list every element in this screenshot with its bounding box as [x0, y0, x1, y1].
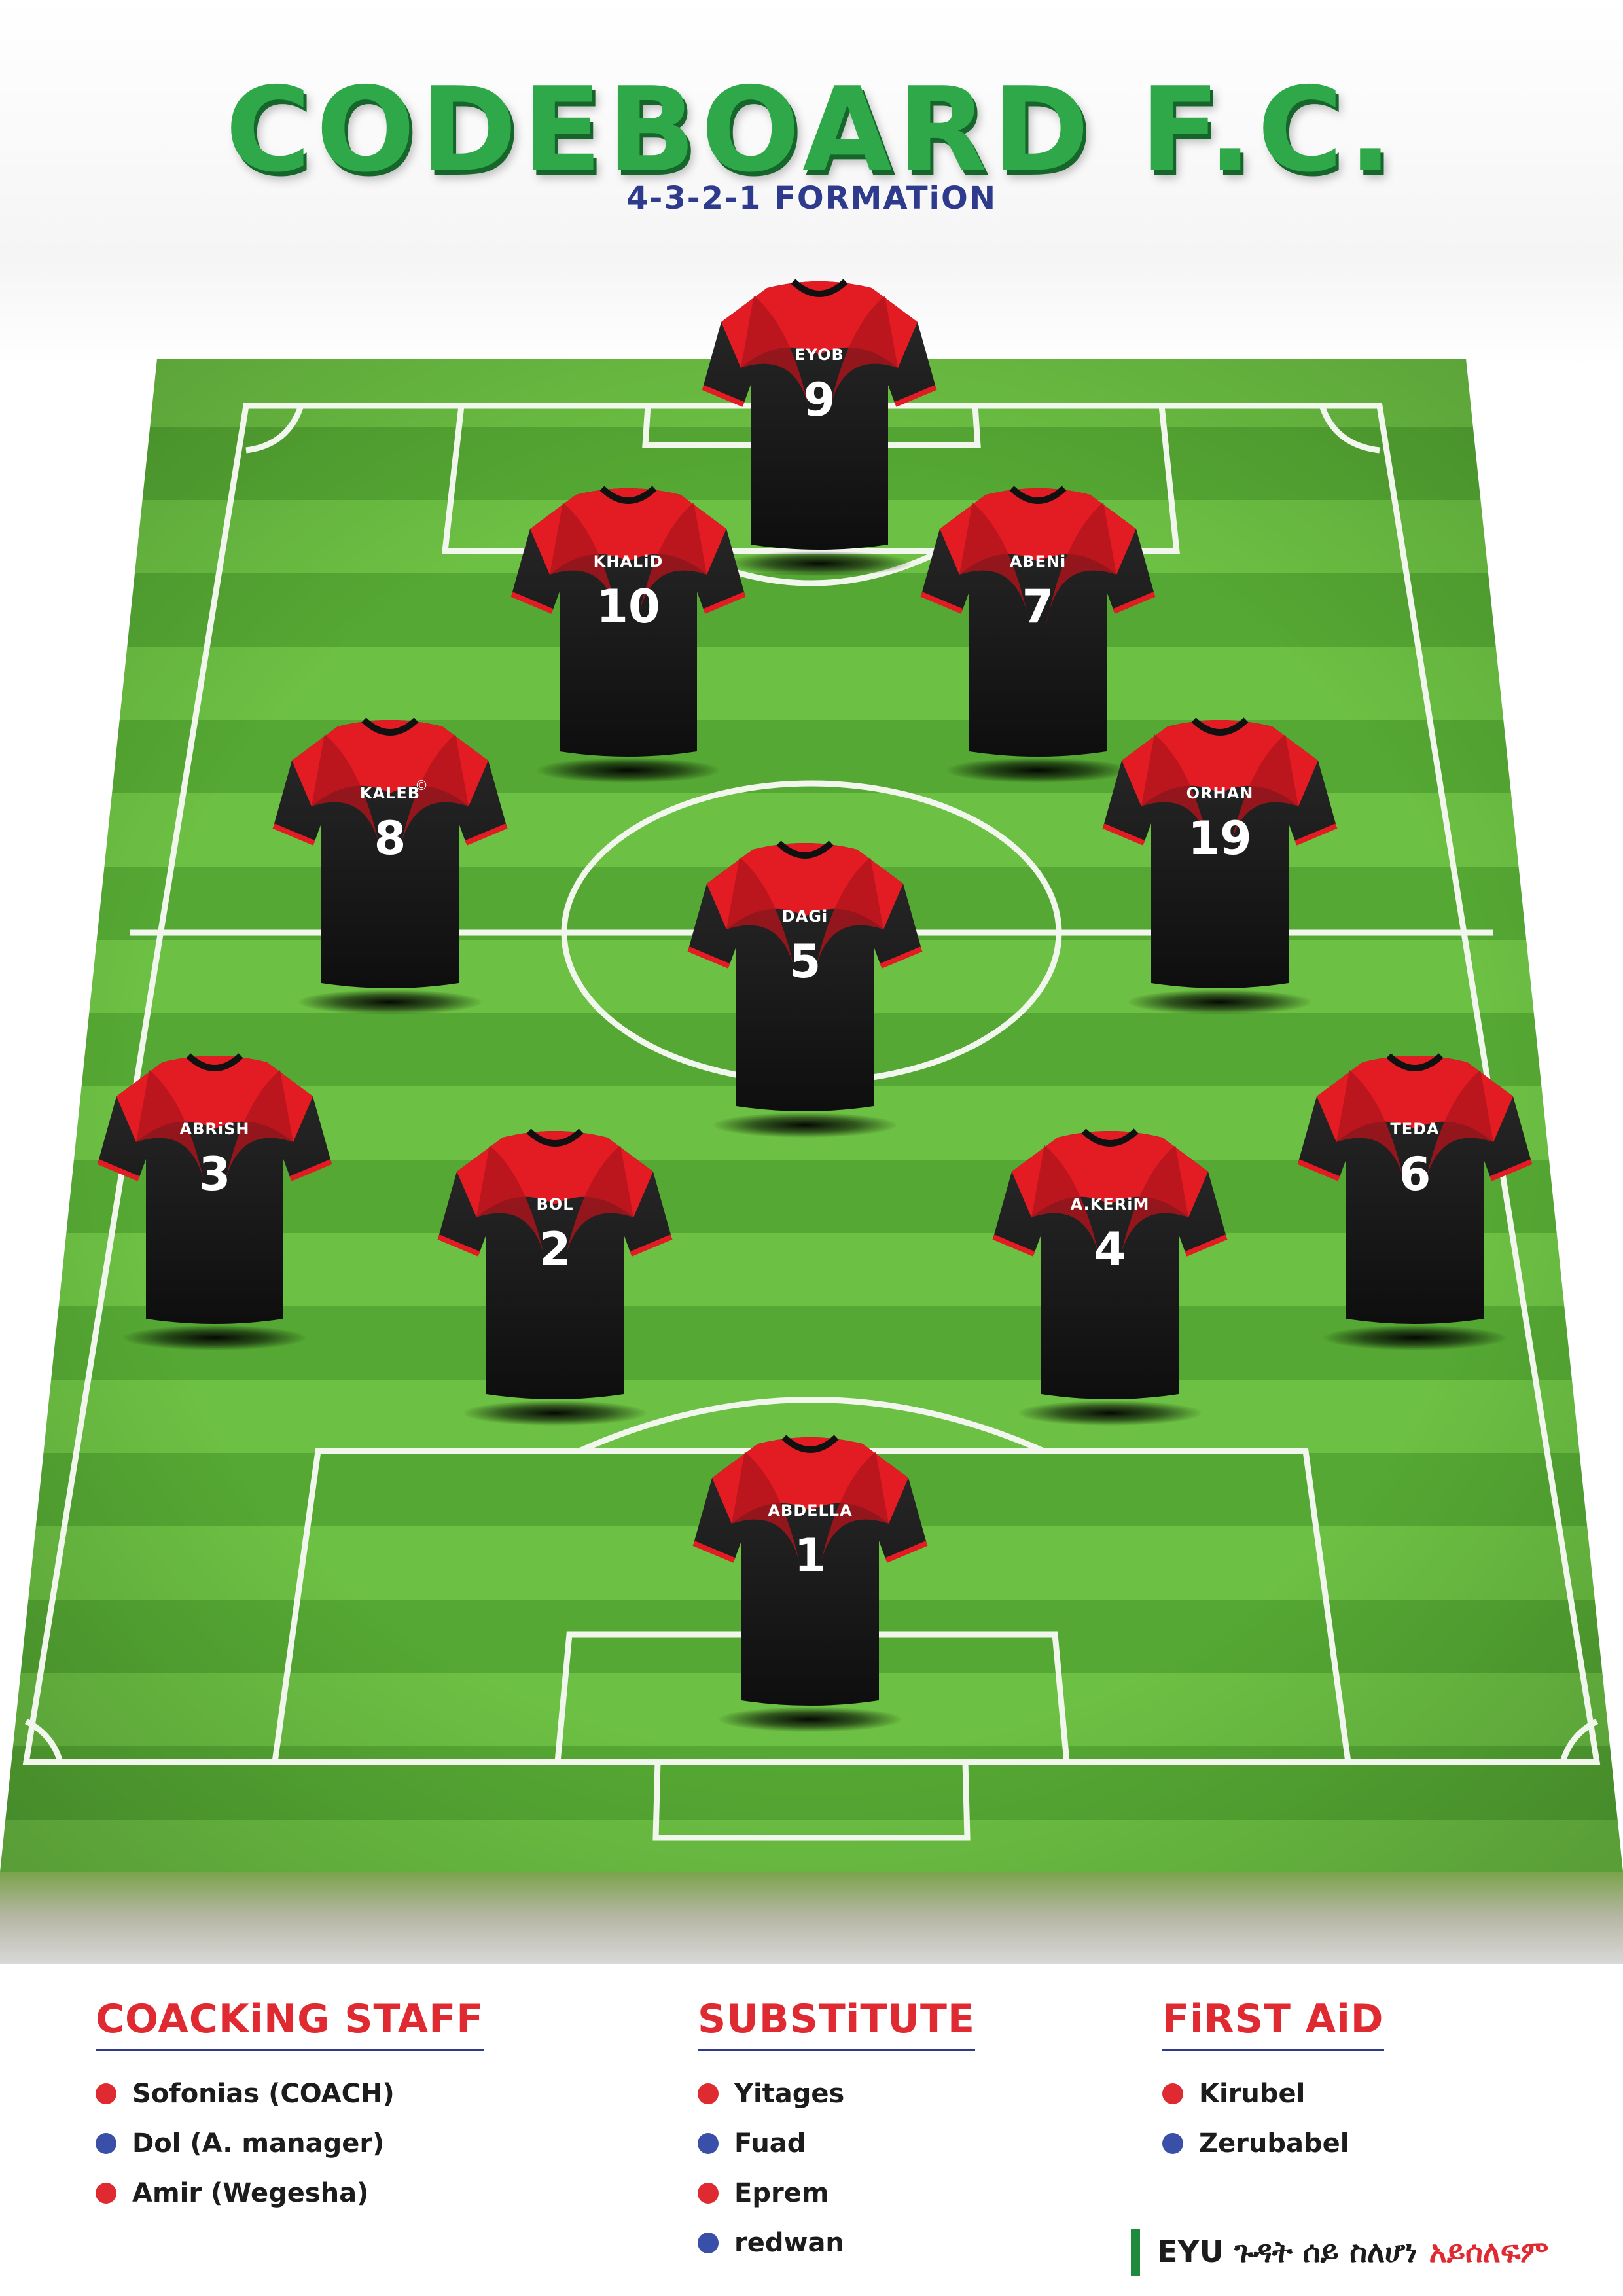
player-name: TEDA [1390, 1120, 1440, 1138]
list-item: Kirubel [1162, 2069, 1384, 2119]
list-item: Yitages [698, 2069, 975, 2119]
player-jersey: DAGi 5 [687, 831, 923, 1138]
player-jersey: A.KERiM 4 [992, 1119, 1228, 1426]
jersey-icon [687, 840, 923, 1111]
player-shadow [728, 551, 911, 576]
substitute-list: Yitages Fuad Eprem redwan [698, 2069, 975, 2268]
team-title: CODEBOARD F.C. [225, 62, 1398, 198]
first-aid-list: Kirubel Zerubabel [1162, 2069, 1384, 2168]
substitute-section: SUBSTiTUTE Yitages Fuad Eprem redwan [698, 1996, 975, 2268]
player-shadow [537, 758, 720, 783]
player-shadow [123, 1325, 306, 1350]
player-name: KHALiD [593, 552, 664, 571]
formation-subtitle: 4-3-2-1 FORMATiON [626, 180, 997, 217]
player-jersey: ABENi 7 [920, 476, 1156, 783]
player-name: BOL [536, 1195, 574, 1213]
jersey-icon [97, 1053, 332, 1324]
player-name: ORHAN [1186, 784, 1254, 802]
red-dot-icon [698, 2083, 719, 2104]
player-number: 8 [374, 812, 406, 865]
player-shadow [463, 1401, 647, 1426]
player-shadow [719, 1707, 902, 1732]
jersey-icon [992, 1128, 1228, 1399]
captain-mark-icon: © [415, 778, 428, 793]
player-shadow [1018, 1401, 1202, 1426]
player-shadow [713, 1113, 897, 1138]
first-aid-section: FiRST AiD Kirubel Zerubabel [1162, 1996, 1384, 2168]
blue-dot-icon [698, 2233, 719, 2253]
list-item: redwan [698, 2218, 975, 2268]
player-jersey: ORHAN 19 [1102, 708, 1338, 1014]
player-shadow [298, 990, 482, 1014]
player-name: DAGi [781, 907, 829, 925]
player-shadow [1323, 1325, 1507, 1350]
jersey-icon [702, 279, 937, 550]
list-item: Fuad [698, 2119, 975, 2168]
jersey-icon [1102, 717, 1338, 988]
coaching-staff-title: COACKiNG STAFF [96, 1996, 484, 2051]
player-shadow [1128, 990, 1311, 1014]
footer-note-highlight: አይሰለፍም [1429, 2234, 1549, 2269]
player-shadow [946, 758, 1130, 783]
player-number: 2 [539, 1223, 571, 1276]
red-dot-icon [96, 2183, 116, 2204]
player-number: 3 [198, 1147, 231, 1201]
red-dot-icon [698, 2183, 719, 2204]
player-name: ABENi [1009, 552, 1067, 571]
blue-dot-icon [1162, 2133, 1183, 2154]
list-item: Sofonias (COACH) [96, 2069, 484, 2119]
coaching-staff-section: COACKiNG STAFF Sofonias (COACH) Dol (A. … [96, 1996, 484, 2218]
jersey-icon [272, 717, 508, 988]
player-jersey: EYOB 9 [702, 270, 937, 576]
footer-note: EYU ጉዳት ሰይ ስለሆነ አይሰለፍም [1131, 2229, 1548, 2276]
jersey-icon [692, 1435, 928, 1706]
player-jersey: KALEB © 8 [272, 708, 508, 1014]
blue-dot-icon [698, 2133, 719, 2154]
player-name: KALEB [359, 784, 421, 802]
player-number: 19 [1188, 812, 1252, 865]
jersey-icon [920, 486, 1156, 757]
player-name: ABDELLA [768, 1501, 853, 1520]
player-number: 4 [1094, 1223, 1126, 1276]
player-jersey: BOL 2 [437, 1119, 673, 1426]
player-number: 5 [789, 935, 821, 988]
coaching-staff-list: Sofonias (COACH) Dol (A. manager) Amir (… [96, 2069, 484, 2218]
player-jersey: TEDA 6 [1297, 1044, 1533, 1350]
list-item: Amir (Wegesha) [96, 2168, 484, 2218]
player-number: 1 [794, 1529, 827, 1583]
first-aid-title: FiRST AiD [1162, 1996, 1384, 2051]
red-dot-icon [96, 2083, 116, 2104]
jersey-icon [1297, 1053, 1533, 1324]
footer-note-text: EYU ጉዳት ሰይ ስለሆነ [1157, 2234, 1418, 2269]
player-jersey: ABDELLA 1 [692, 1426, 928, 1732]
player-name: ABRiSH [179, 1120, 250, 1138]
substitute-title: SUBSTiTUTE [698, 1996, 975, 2051]
blue-dot-icon [96, 2133, 116, 2154]
list-item: Eprem [698, 2168, 975, 2218]
player-number: 7 [1022, 580, 1054, 634]
player-number: 10 [596, 580, 660, 634]
jersey-icon [437, 1128, 673, 1399]
list-item: Dol (A. manager) [96, 2119, 484, 2168]
player-jersey: ABRiSH 3 [97, 1044, 332, 1350]
red-dot-icon [1162, 2083, 1183, 2104]
list-item: Zerubabel [1162, 2119, 1384, 2168]
player-name: A.KERiM [1070, 1195, 1150, 1213]
player-number: 9 [803, 373, 836, 427]
jersey-icon [510, 486, 746, 757]
player-number: 6 [1399, 1147, 1431, 1201]
player-name: EYOB [794, 346, 844, 364]
player-jersey: KHALiD 10 [510, 476, 746, 783]
